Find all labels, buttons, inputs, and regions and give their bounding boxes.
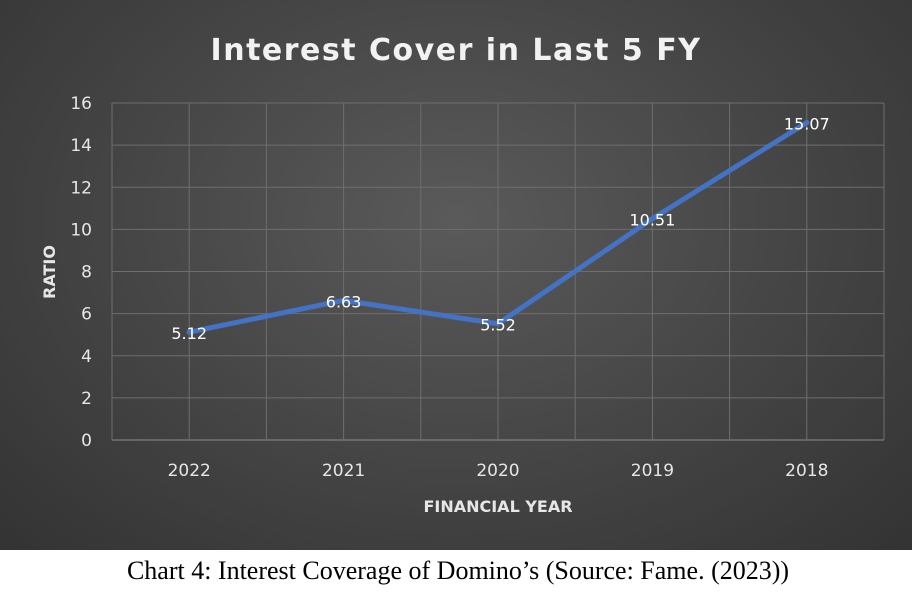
y-tick-label: 10 [70, 220, 92, 240]
data-label: 6.63 [326, 292, 362, 311]
gridlines [111, 102, 885, 441]
data-labels: 5.12 6.63 5.52 10.51 15.07 [171, 115, 829, 344]
data-point [186, 329, 192, 335]
y-tick-label: 4 [81, 347, 92, 367]
y-tick-label: 14 [70, 136, 92, 156]
x-axis-ticks: 2022 2021 2020 2019 2018 [168, 461, 829, 481]
series-layer [186, 120, 810, 335]
y-axis-ticks: 0 2 4 6 8 10 12 14 16 [70, 94, 92, 451]
data-label: 5.52 [480, 316, 516, 335]
y-tick-label: 0 [81, 431, 92, 451]
chart-panel: Interest Cover in Last 5 FY 0 2 4 6 8 10 12 14 1… [0, 0, 912, 550]
x-tick-label: 2019 [631, 461, 674, 481]
data-point [649, 216, 655, 222]
figure-caption: Chart 4: Interest Coverage of Domino’s (… [126, 556, 790, 585]
data-label: 15.07 [784, 115, 830, 134]
line-chart: Interest Cover in Last 5 FY 0 2 4 6 8 10 12 14 1… [40, 33, 885, 516]
x-axis-title: FINANCIAL YEAR [423, 497, 572, 516]
x-tick-label: 2020 [476, 461, 519, 481]
data-point [341, 297, 347, 303]
y-tick-label: 2 [81, 389, 92, 409]
chart-title: Interest Cover in Last 5 FY [211, 33, 702, 68]
data-label: 5.12 [171, 324, 207, 343]
y-axis-title: RATIO [40, 245, 59, 299]
y-tick-label: 16 [70, 94, 92, 114]
data-point [804, 120, 810, 126]
data-label: 10.51 [629, 211, 675, 230]
x-tick-label: 2021 [322, 461, 365, 481]
x-tick-label: 2022 [168, 461, 211, 481]
x-tick-label: 2018 [785, 461, 828, 481]
y-tick-label: 8 [81, 263, 92, 283]
data-point [495, 321, 501, 327]
y-tick-label: 12 [70, 178, 92, 198]
y-tick-label: 6 [81, 305, 92, 325]
